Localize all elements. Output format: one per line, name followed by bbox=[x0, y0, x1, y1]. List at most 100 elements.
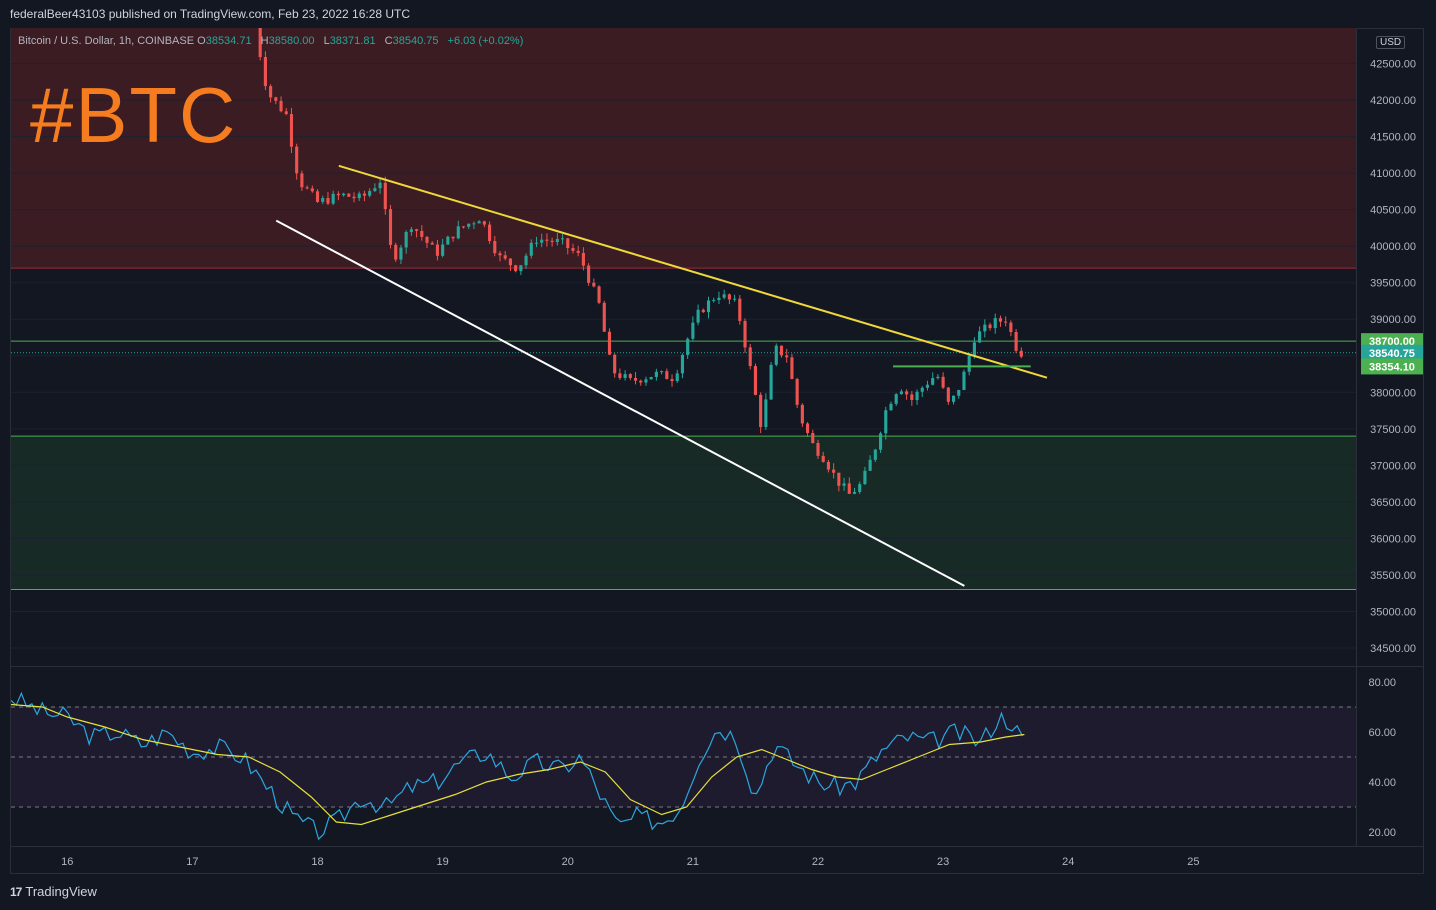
price-tag bbox=[1361, 358, 1423, 375]
price-tag-label: 38354.10 bbox=[1369, 361, 1415, 373]
price-tag-label: 38540.75 bbox=[1369, 348, 1415, 360]
candle-body bbox=[368, 191, 372, 196]
candle-body bbox=[863, 470, 867, 485]
candle-body bbox=[993, 318, 997, 329]
candle-body bbox=[540, 239, 544, 243]
candle-body bbox=[388, 209, 393, 245]
symbol-legend: Bitcoin / U.S. Dollar, 1h, COINBASE O 385… bbox=[18, 35, 529, 47]
candle-body bbox=[722, 294, 726, 298]
candle-body bbox=[701, 309, 705, 313]
candle-body bbox=[811, 432, 815, 444]
candle-body bbox=[764, 399, 768, 428]
candle-body bbox=[295, 146, 299, 174]
candle-body bbox=[660, 371, 664, 373]
candle-body bbox=[373, 188, 377, 192]
price-tick-label: 40500.00 bbox=[1370, 205, 1416, 217]
candle-body bbox=[717, 297, 721, 301]
close-value: 38540.75 bbox=[392, 35, 439, 47]
rsi-tick-label: 20.00 bbox=[1368, 827, 1396, 839]
candle-body bbox=[503, 255, 507, 259]
time-tick-label: 17 bbox=[186, 856, 198, 868]
candle-body bbox=[362, 193, 367, 196]
time-tick-label: 20 bbox=[562, 856, 574, 868]
price-tag bbox=[1361, 344, 1423, 361]
candle-body bbox=[498, 253, 502, 256]
time-tick-label: 18 bbox=[311, 856, 323, 868]
candle-body bbox=[639, 380, 643, 383]
candle-body bbox=[508, 258, 512, 266]
candle-body bbox=[404, 231, 408, 248]
tradingview-logo[interactable]: 17 TradingView bbox=[10, 884, 97, 899]
rsi-tick-label: 80.00 bbox=[1368, 677, 1396, 689]
candle-body bbox=[832, 469, 836, 473]
candle-body bbox=[978, 331, 982, 343]
open-label: O bbox=[197, 35, 206, 47]
candle-body bbox=[420, 230, 424, 237]
candle-body bbox=[899, 391, 903, 395]
price-tick-label: 41500.00 bbox=[1370, 132, 1416, 144]
candle-body bbox=[253, 27, 256, 28]
candle-body bbox=[910, 394, 914, 401]
symbol-title[interactable]: Bitcoin / U.S. Dollar, 1h, COINBASE bbox=[18, 35, 195, 47]
candle-body bbox=[342, 193, 346, 196]
candle-body bbox=[456, 226, 460, 239]
candle-body bbox=[300, 173, 304, 188]
candle-body bbox=[753, 366, 758, 395]
candle-body bbox=[675, 373, 679, 382]
candle-body bbox=[889, 403, 893, 411]
candle-body bbox=[946, 387, 950, 402]
candle-body bbox=[743, 320, 747, 348]
candle-body bbox=[581, 252, 585, 266]
candle-body bbox=[415, 229, 419, 231]
price-tick-label: 37000.00 bbox=[1370, 460, 1416, 472]
price-tick-label: 36500.00 bbox=[1370, 497, 1416, 509]
rsi-pane bbox=[11, 691, 1356, 841]
price-tick-label: 40000.00 bbox=[1370, 241, 1416, 253]
candle-body bbox=[488, 224, 492, 242]
candle-body bbox=[795, 378, 799, 405]
candle-body bbox=[925, 384, 930, 388]
candle-body bbox=[1019, 350, 1023, 357]
candle-body bbox=[712, 300, 716, 302]
rsi-ma-line bbox=[11, 703, 1025, 826]
candle-body bbox=[472, 223, 476, 225]
candle-body bbox=[884, 410, 888, 434]
candle-body bbox=[425, 236, 429, 243]
bottom-bar bbox=[0, 874, 1436, 910]
candle-body bbox=[967, 355, 971, 372]
candle-body bbox=[1014, 332, 1018, 351]
candle-body bbox=[665, 371, 669, 380]
candle-body bbox=[607, 331, 612, 355]
candle-body bbox=[383, 182, 387, 210]
candle-body bbox=[779, 345, 784, 356]
candle-body bbox=[868, 459, 872, 471]
price-tick-label: 39000.00 bbox=[1370, 314, 1416, 326]
high-label: H bbox=[260, 35, 269, 47]
candle-body bbox=[576, 250, 580, 253]
candle-body bbox=[315, 191, 320, 202]
candle-body bbox=[936, 376, 940, 379]
candle-body bbox=[597, 286, 601, 303]
currency-badge[interactable]: USD bbox=[1376, 36, 1406, 49]
candle-body bbox=[706, 300, 711, 313]
candle-body bbox=[269, 86, 273, 98]
rsi-tick-label: 60.00 bbox=[1368, 727, 1396, 739]
candle-body bbox=[696, 309, 700, 323]
candle-body bbox=[399, 247, 403, 260]
candle-body bbox=[847, 483, 851, 494]
candle-body bbox=[821, 455, 825, 462]
candle-body bbox=[336, 193, 340, 196]
candle-body bbox=[920, 387, 924, 392]
candle-body bbox=[915, 391, 919, 401]
candle-body bbox=[477, 221, 481, 224]
price-tick-label: 36000.00 bbox=[1370, 533, 1416, 545]
candle-body bbox=[894, 394, 898, 404]
candle-body bbox=[790, 357, 794, 379]
candle-body bbox=[962, 371, 966, 390]
candle-body bbox=[733, 298, 737, 300]
candle-body bbox=[951, 395, 956, 402]
upper-trendline bbox=[338, 164, 1048, 379]
candle-body bbox=[279, 100, 283, 112]
candle-body bbox=[451, 236, 455, 239]
